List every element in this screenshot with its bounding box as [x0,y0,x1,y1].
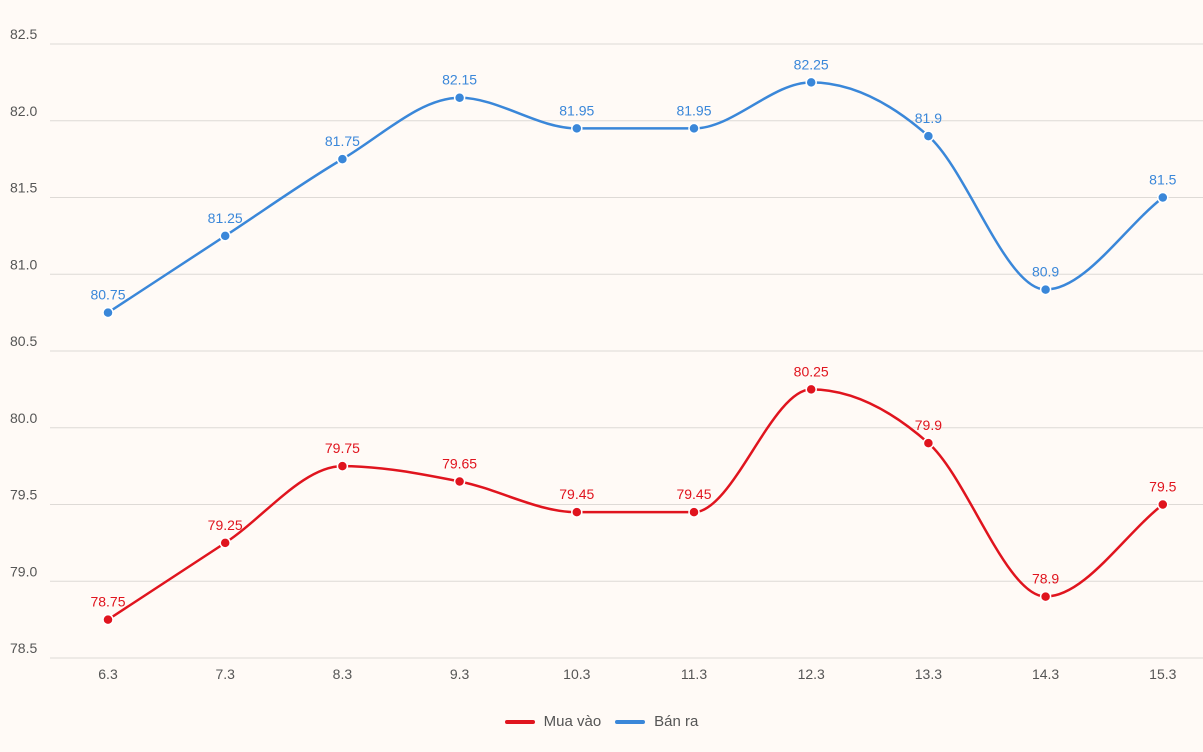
data-label: 81.95 [559,102,594,118]
data-label: 79.25 [208,517,243,533]
data-point[interactable] [102,613,114,626]
data-label: 80.25 [794,363,829,379]
data-point[interactable] [805,76,817,89]
data-point[interactable] [1039,283,1052,296]
data-label: 79.65 [442,455,477,471]
data-label: 80.9 [1032,264,1059,280]
y-axis-ticks: 82.5 82.0 81.5 81.0 80.5 80.0 79.5 79.0 78.5 [10,26,37,656]
data-label: 82.15 [442,72,477,88]
series-sell: 80.75 81.25 81.75 82.15 81.95 81.95 82.25 81.9 8… [90,56,1177,319]
data-point[interactable] [219,230,231,242]
legend-label-buy: Mua vào [543,713,602,730]
legend-item-sell[interactable]: Bán ra [615,713,698,730]
x-tick-label: 13.3 [915,666,942,682]
data-point[interactable] [571,506,583,518]
data-point[interactable] [1157,498,1169,511]
y-tick-label: 79.5 [10,487,37,503]
data-label: 81.5 [1149,172,1176,188]
data-point[interactable] [1039,590,1052,603]
data-label: 80.75 [90,287,125,303]
data-label: 79.9 [915,417,942,433]
data-point[interactable] [571,122,583,135]
gridlines [50,43,1203,659]
data-label: 79.75 [325,440,360,456]
data-point[interactable] [219,537,231,549]
y-tick-label: 80.0 [10,410,37,426]
data-point[interactable] [453,475,466,488]
y-tick-label: 78.5 [10,640,37,656]
y-tick-label: 81.5 [10,180,37,196]
data-point[interactable] [805,383,817,396]
data-point[interactable] [336,153,349,165]
x-tick-label: 14.3 [1032,666,1059,682]
line-chart: 82.5 82.0 81.5 81.0 80.5 80.0 79.5 79.0 78.5 6.3… [10,26,1203,682]
data-label: 78.9 [1032,571,1059,587]
x-tick-label: 7.3 [215,666,235,682]
x-tick-label: 10.3 [563,666,590,682]
y-tick-label: 79.0 [10,563,37,579]
data-label: 81.95 [676,102,711,118]
series: 78.75 79.25 79.75 79.65 79.45 79.45 80.25 79.9 7… [90,56,1177,626]
series-line [107,81,1164,314]
data-point[interactable] [688,122,700,135]
x-tick-label: 9.3 [450,666,470,682]
x-tick-label: 6.3 [98,666,118,682]
data-label: 79.45 [559,486,594,502]
data-point[interactable] [453,91,466,104]
legend-item-buy[interactable]: Mua vào [504,713,602,730]
x-tick-label: 8.3 [333,666,353,682]
y-tick-label: 80.5 [10,333,37,349]
data-point[interactable] [102,306,114,319]
y-tick-label: 82.0 [10,103,37,119]
data-label: 79.45 [676,486,711,502]
data-point[interactable] [1157,191,1169,204]
legend-swatch-buy [504,719,535,724]
x-tick-label: 15.3 [1149,666,1176,682]
series-line [107,388,1164,621]
legend: Mua vào Bán ra [0,713,1203,730]
data-label: 78.75 [90,594,125,610]
series-buy: 78.75 79.25 79.75 79.65 79.45 79.45 80.25 79.9 7… [90,363,1177,626]
data-label: 81.75 [325,133,360,149]
data-label: 79.5 [1149,479,1176,495]
data-point[interactable] [922,130,935,142]
legend-swatch-sell [615,719,646,724]
data-label: 81.9 [915,110,942,126]
y-tick-label: 81.0 [10,256,37,272]
x-tick-label: 12.3 [798,666,825,682]
data-point[interactable] [336,460,349,472]
x-tick-label: 11.3 [681,666,707,682]
data-label: 81.25 [208,210,243,226]
data-label: 82.25 [794,56,829,72]
y-tick-label: 82.5 [10,26,37,42]
data-point[interactable] [922,437,935,449]
legend-label-sell: Bán ra [654,713,699,730]
data-point[interactable] [688,506,700,518]
x-axis-ticks: 6.3 7.3 8.3 9.3 10.3 11.3 12.3 13.3 14.3 15.3 [98,666,1176,682]
